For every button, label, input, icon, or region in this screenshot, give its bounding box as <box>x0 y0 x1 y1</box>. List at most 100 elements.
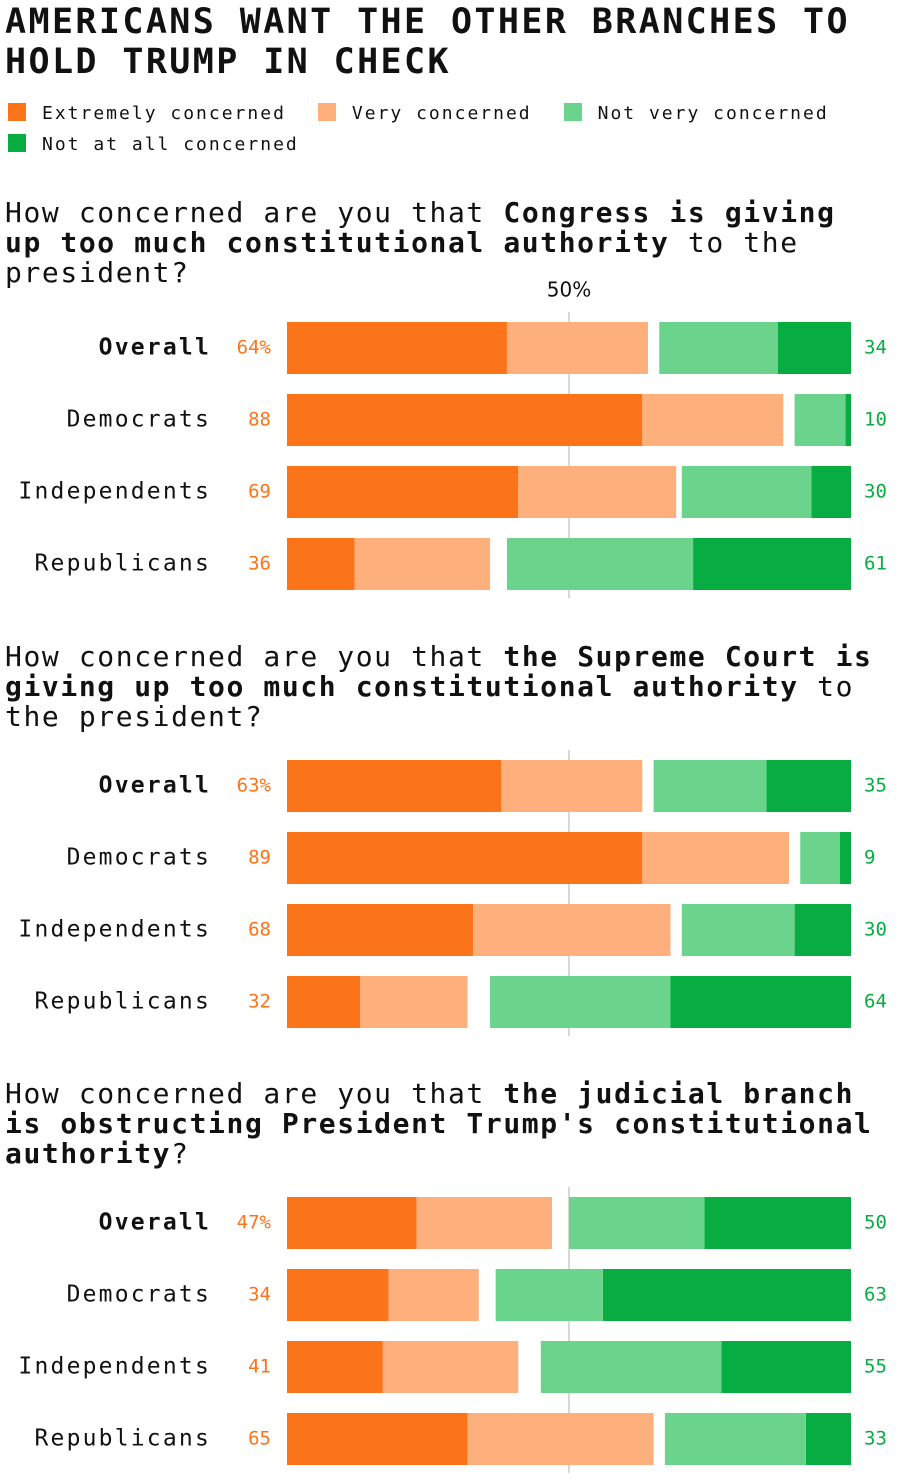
question: How concerned are you that Congress is g… <box>5 198 890 288</box>
bar-segment <box>287 538 355 590</box>
bar-segment <box>287 394 643 446</box>
bar-segment <box>642 832 789 884</box>
category-label: Independents <box>18 917 211 943</box>
legend-label: Very concerned <box>351 103 532 124</box>
question-part: How concerned are you that <box>5 1077 504 1110</box>
bar-segment <box>287 904 474 956</box>
category-label: Republicans <box>34 1426 211 1452</box>
chart-title: AMERICANS WANT THE OTHER BRANCHES TO HOL… <box>5 2 850 82</box>
value-label: 47% <box>237 1212 272 1234</box>
value-label: 9 <box>864 847 875 869</box>
value-label: 63% <box>237 775 272 797</box>
bar-segment <box>287 1197 417 1249</box>
value-label: 34 <box>248 1284 271 1306</box>
value-label: 34 <box>864 337 887 359</box>
value-label: 64% <box>237 337 272 359</box>
bar-segment <box>467 1413 654 1465</box>
legend-label: Extremely concerned <box>42 103 286 124</box>
bar-segment <box>360 976 468 1028</box>
bar-segment <box>287 760 502 812</box>
bar-segment <box>490 976 671 1028</box>
value-label: 33 <box>864 1428 887 1450</box>
value-label: 61 <box>864 553 887 575</box>
bar-segment <box>506 538 694 590</box>
bar-segment <box>416 1197 553 1249</box>
legend-item: Extremely concerned <box>8 98 286 129</box>
bar-segment <box>287 832 643 884</box>
bar-segment <box>287 466 519 518</box>
legend: Extremely concerned Very concerned Not ver… <box>8 98 888 160</box>
bar-segment <box>721 1341 851 1393</box>
question-part: Congress is giving up too much constitut… <box>5 196 836 259</box>
value-label: 35 <box>864 775 887 797</box>
legend-swatch <box>8 103 26 121</box>
value-label: 64 <box>864 991 887 1013</box>
bar-segment <box>540 1341 722 1393</box>
bar-segment <box>287 1269 389 1321</box>
bar-segment <box>800 832 840 884</box>
category-label: Republicans <box>34 989 211 1015</box>
category-label: Independents <box>18 479 211 505</box>
bar-segment <box>839 832 851 884</box>
legend-label: Not very concerned <box>597 103 829 124</box>
question-part: to the president? <box>5 670 855 733</box>
value-label: 41 <box>248 1356 271 1378</box>
bar-segment <box>681 466 812 518</box>
bar-segment <box>664 1413 806 1465</box>
value-label: 63 <box>864 1284 887 1306</box>
value-label: 50 <box>864 1212 887 1234</box>
bar-segment <box>501 760 643 812</box>
bar-segment <box>693 538 851 590</box>
question-part: to the president? <box>5 226 799 289</box>
bar-segment <box>506 322 648 374</box>
legend-item: Not at all concerned <box>8 129 299 160</box>
category-label: Democrats <box>67 407 211 433</box>
question-part: How concerned are you that <box>5 196 504 229</box>
bar-segment <box>653 760 767 812</box>
x-tick-label: 50% <box>547 278 591 302</box>
category-label: Democrats <box>67 845 211 871</box>
bar-segment <box>642 394 784 446</box>
value-label: 32 <box>248 991 271 1013</box>
bar-segment <box>681 904 795 956</box>
category-label: Overall <box>99 773 211 799</box>
value-label: 89 <box>248 847 271 869</box>
question: How concerned are you that the Supreme C… <box>5 642 890 732</box>
bar-segment <box>287 1341 383 1393</box>
bar-segment <box>845 394 851 446</box>
bar-segment <box>777 322 851 374</box>
value-label: 30 <box>864 481 887 503</box>
bar-segment <box>670 976 851 1028</box>
bar-segment <box>287 976 361 1028</box>
legend-label: Not at all concerned <box>42 134 299 155</box>
value-label: 36 <box>248 553 271 575</box>
legend-swatch <box>8 134 26 152</box>
bar-segment <box>473 904 671 956</box>
bar-segment <box>287 1413 468 1465</box>
bar-segment <box>518 466 677 518</box>
bar-segment <box>794 394 846 446</box>
bar-segment <box>811 466 851 518</box>
legend-item: Very concerned <box>317 98 532 129</box>
bar-segment <box>766 760 851 812</box>
question-part: the Supreme Court is giving up too much … <box>5 640 873 703</box>
category-label: Overall <box>99 1210 211 1236</box>
value-label: 30 <box>864 919 887 941</box>
category-label: Independents <box>18 1354 211 1380</box>
bar-segment <box>794 904 851 956</box>
bar-segment <box>287 322 507 374</box>
bar-segment <box>388 1269 479 1321</box>
bar-segment <box>704 1197 851 1249</box>
question-part: ? <box>171 1137 190 1170</box>
value-label: 88 <box>248 409 271 431</box>
bar-segment <box>569 1197 705 1249</box>
legend-item: Not very concerned <box>563 98 829 129</box>
question-part: How concerned are you that <box>5 640 504 673</box>
bar-segment <box>805 1413 851 1465</box>
value-label: 68 <box>248 919 271 941</box>
bar-segment <box>495 1269 603 1321</box>
category-label: Overall <box>99 335 211 361</box>
category-label: Democrats <box>67 1282 211 1308</box>
